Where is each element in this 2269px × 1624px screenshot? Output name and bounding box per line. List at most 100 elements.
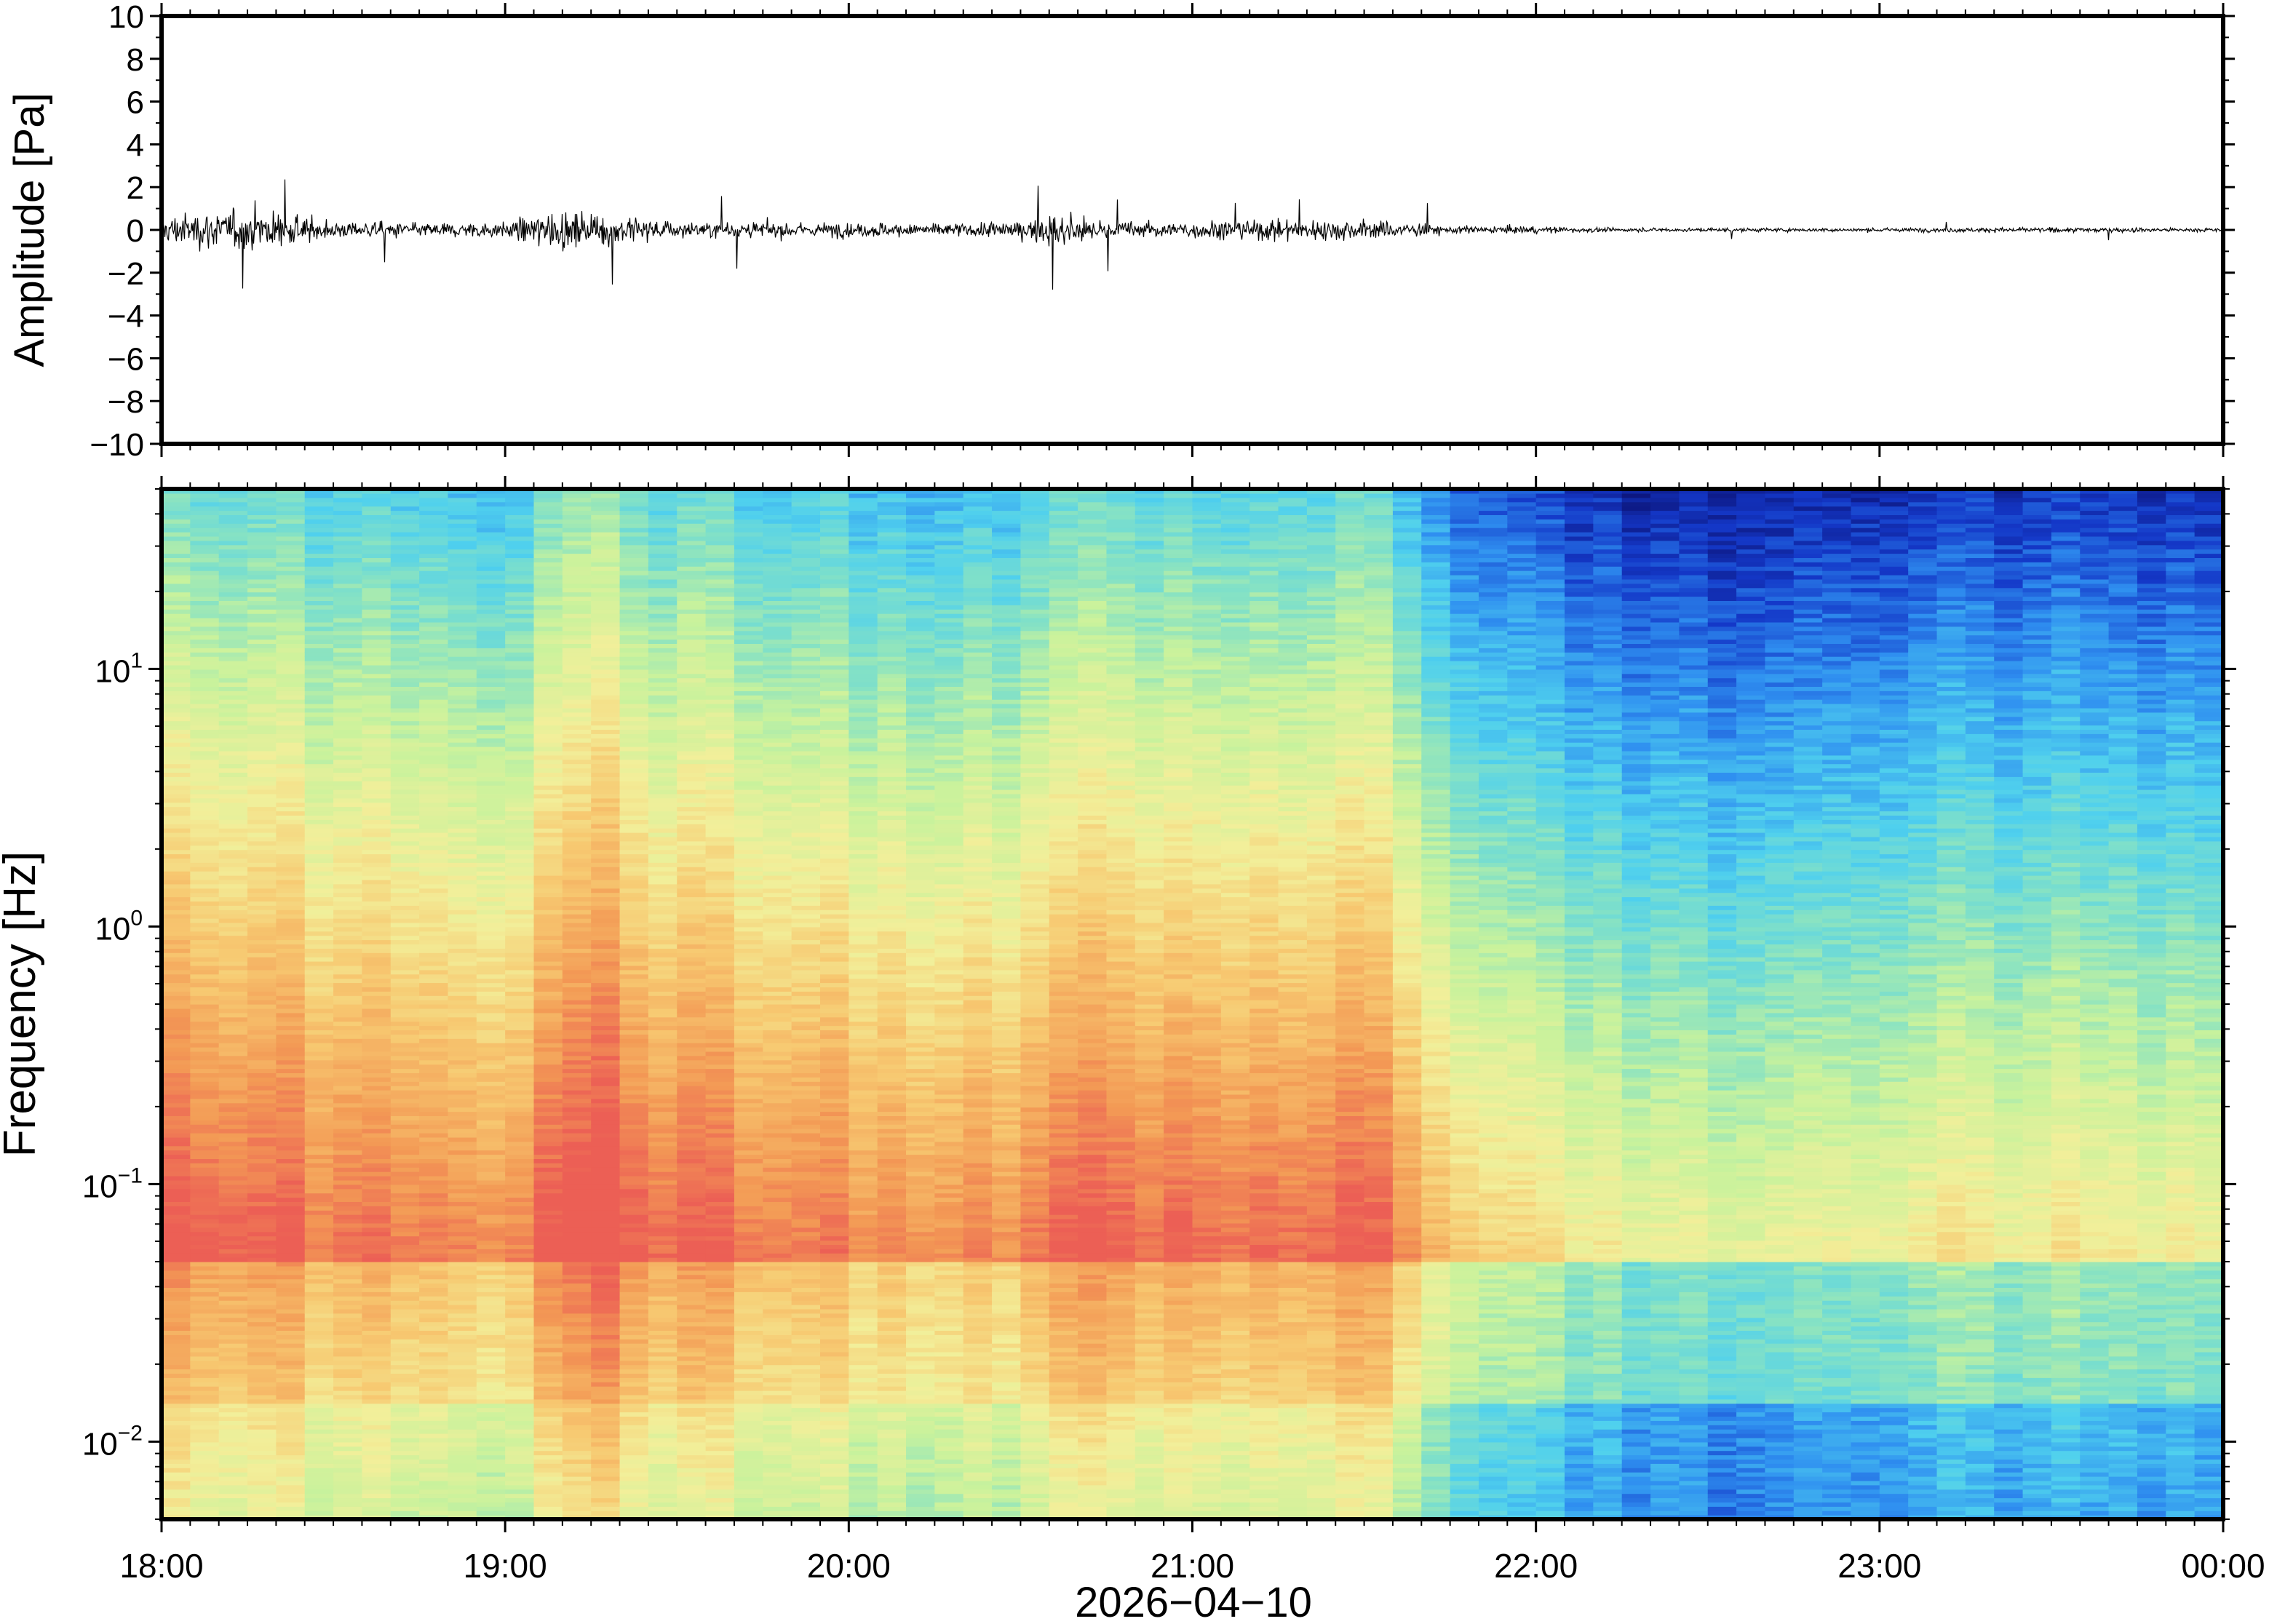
spectrogram-cell: [619, 1446, 649, 1452]
spectrogram-cell: [419, 661, 449, 666]
spectrogram-cell: [162, 1287, 191, 1292]
spectrogram-cell: [448, 772, 477, 777]
spectrogram-cell: [304, 1235, 334, 1241]
spectrogram-cell: [162, 1086, 191, 1091]
spectrogram-cell: [476, 1300, 506, 1305]
spectrogram-cell: [448, 690, 477, 696]
spectrogram-cell: [247, 828, 277, 833]
spectrogram-cell: [619, 772, 649, 777]
spectrogram-cell: [419, 1476, 449, 1481]
spectrogram-cell: [304, 840, 334, 846]
spectrogram-cell: [677, 673, 707, 679]
spectrogram-cell: [648, 1403, 677, 1409]
spectrogram-cell: [162, 1068, 191, 1073]
spectrogram-cell: [505, 686, 535, 691]
spectrogram-cell: [677, 1163, 707, 1168]
spectrogram-cell: [333, 720, 363, 726]
spectrogram-cell: [419, 609, 449, 614]
spectrogram-cell: [619, 1270, 649, 1275]
spectrogram-cell: [562, 995, 592, 1000]
spectrogram-cell: [190, 1086, 220, 1091]
spectrogram-cell: [247, 1484, 277, 1490]
spectrogram-cell: [162, 1330, 191, 1335]
spectrogram-cell: [677, 729, 707, 734]
spectrogram-cell: [562, 682, 592, 687]
spectrogram-cell: [677, 961, 707, 966]
spectrogram-cell: [476, 575, 506, 580]
spectrogram-cell: [362, 1244, 392, 1249]
spectrogram-cell: [533, 596, 563, 601]
spectrogram-cell: [362, 793, 392, 799]
spectrogram-cell: [276, 871, 306, 876]
spectrogram-cell: [419, 1055, 449, 1061]
spectrogram-cell: [476, 1377, 506, 1382]
spectrogram-cell: [476, 1403, 506, 1409]
spectrogram-cell: [419, 1197, 449, 1202]
spectrogram-cell: [419, 1343, 449, 1348]
spectrogram-cell: [276, 596, 306, 601]
spectrogram-cell: [533, 1476, 563, 1481]
spectrogram-cell: [705, 974, 735, 979]
spectrogram-cell: [419, 768, 449, 773]
spectrogram-cell: [448, 853, 477, 859]
spectrogram-cell: [619, 879, 649, 885]
spectrogram-cell: [333, 575, 363, 580]
spectrogram-cell: [276, 935, 306, 941]
spectrogram-cell: [162, 961, 191, 966]
spectrogram-cell: [648, 557, 677, 562]
spectrogram-cell: [333, 510, 363, 515]
spectrogram-cell: [390, 1102, 420, 1108]
spectrogram-cell: [505, 570, 535, 576]
spectrogram-cell: [619, 836, 649, 842]
spectrogram-cell: [247, 725, 277, 730]
spectrogram-cell: [476, 1000, 506, 1005]
spectrogram-cell: [276, 720, 306, 726]
spectrogram-cell: [304, 1480, 334, 1486]
spectrogram-cell: [591, 1158, 621, 1163]
spectrogram-cell: [562, 510, 592, 515]
spectrogram-cell: [562, 747, 592, 752]
spectrogram-cell: [276, 1008, 306, 1014]
spectrogram-cell: [505, 806, 535, 812]
spectrogram-cell: [677, 1412, 707, 1417]
spectrogram-cell: [648, 1506, 677, 1511]
spectrogram-cell: [390, 991, 420, 996]
spectrogram-cell: [476, 901, 506, 906]
spectrogram-cell: [619, 1305, 649, 1310]
spectrogram-cell: [362, 1115, 392, 1121]
spectrogram-cell: [276, 961, 306, 966]
spectrogram-cell: [648, 1012, 677, 1018]
spectrogram-cell: [648, 849, 677, 855]
spectrogram-cell: [448, 699, 477, 704]
spectrogram-cell: [505, 695, 535, 700]
spectrogram-cell: [304, 630, 334, 636]
spectrogram-cell: [190, 1055, 220, 1061]
spectrogram-cell: [705, 1150, 735, 1155]
spectrogram-cell: [190, 626, 220, 632]
spectrogram-cell: [390, 797, 420, 803]
spectrogram-cell: [304, 1450, 334, 1456]
spectrogram-cell: [619, 815, 649, 820]
spectrogram-cell: [533, 1016, 563, 1022]
spectrogram-cell: [562, 1257, 592, 1262]
spectrogram-cell: [591, 1008, 621, 1014]
spectrogram-cell: [304, 768, 334, 773]
spectrogram-cell: [218, 682, 248, 687]
spectrogram-cell: [476, 888, 506, 893]
spectrogram-cell: [276, 845, 306, 851]
spectrogram-cell: [591, 1094, 621, 1099]
spectrogram-cell: [218, 832, 248, 837]
spectrogram-cell: [362, 802, 392, 808]
spectrogram-cell: [247, 815, 277, 820]
spectrogram-cell: [304, 1463, 334, 1468]
spectrogram-cell: [591, 1047, 621, 1052]
spectrogram-cell: [162, 661, 191, 666]
spectrogram-cell: [162, 1283, 191, 1288]
spectrogram-cell: [619, 596, 649, 601]
spectrogram-cell: [677, 1068, 707, 1073]
spectrogram-cell: [304, 1360, 334, 1366]
spectrogram-cell: [419, 1064, 449, 1070]
spectrogram-cell: [218, 1480, 248, 1486]
spectrogram-cell: [218, 952, 248, 958]
spectrogram-cell: [304, 948, 334, 953]
